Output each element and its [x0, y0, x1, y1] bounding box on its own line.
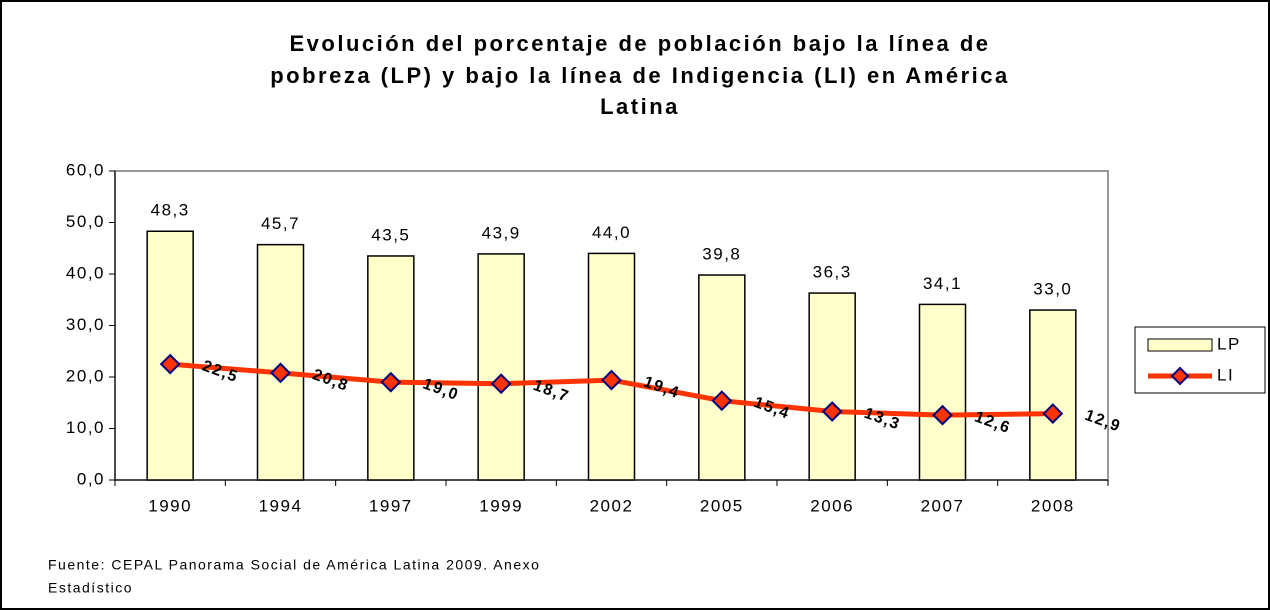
marker	[380, 371, 402, 393]
legend-label: LP	[1217, 334, 1241, 353]
bar	[1029, 309, 1077, 481]
chart-title: pobreza (LP) y bajo la línea de Indigenc…	[270, 63, 1010, 88]
x-tick-label: 1999	[479, 496, 523, 515]
bar	[477, 253, 525, 481]
bar	[256, 243, 305, 481]
x-tick-label: 2006	[810, 496, 854, 515]
y-tick-label: 60,0	[66, 160, 105, 179]
x-tick-label: 2007	[921, 496, 965, 515]
legend-label: LI	[1217, 365, 1234, 384]
y-tick-label: 10,0	[66, 418, 105, 437]
bar	[587, 252, 636, 481]
source: Fuente: CEPAL Panorama Social de América…	[48, 557, 540, 573]
bar	[367, 255, 415, 481]
source: Estadístico	[48, 580, 133, 596]
chart-title: Latina	[600, 94, 680, 119]
legend-swatch	[1147, 338, 1213, 352]
marker	[1042, 403, 1064, 424]
x-tick-label: 1994	[259, 496, 303, 515]
x-tick-label: 1997	[369, 496, 413, 515]
legend-marker	[1170, 366, 1190, 386]
marker	[821, 401, 843, 422]
legend-box	[1134, 326, 1266, 394]
x-tick-label: 2005	[700, 496, 744, 515]
bar	[918, 303, 967, 481]
y-tick-label: 0,0	[77, 469, 105, 488]
data-label: 44,0	[592, 223, 631, 242]
data-label: 48,3	[151, 201, 190, 220]
marker	[270, 362, 291, 384]
data-label: 36,3	[813, 263, 852, 282]
marker	[932, 404, 953, 426]
marker	[490, 373, 512, 395]
x-tick-label: 2002	[590, 496, 634, 515]
y-tick-label: 40,0	[66, 263, 105, 282]
x-tick-label: 1990	[148, 496, 192, 515]
x-tick-label: 2008	[1031, 496, 1075, 515]
y-tick-label: 20,0	[66, 366, 105, 385]
marker	[159, 353, 181, 375]
bar	[698, 274, 746, 481]
marker	[601, 369, 622, 391]
marker	[711, 390, 733, 412]
data-label: 39,8	[702, 245, 741, 264]
data-label: 34,1	[923, 274, 962, 293]
data-label: 45,7	[261, 214, 300, 233]
y-tick-label: 30,0	[66, 315, 105, 334]
y-tick-label: 50,0	[66, 212, 105, 231]
bar	[808, 292, 856, 481]
chart-title: Evolución del porcentaje de población ba…	[289, 31, 990, 56]
data-label: 33,0	[1033, 280, 1072, 299]
data-label: 43,9	[482, 223, 521, 242]
data-label: 43,5	[371, 225, 410, 244]
